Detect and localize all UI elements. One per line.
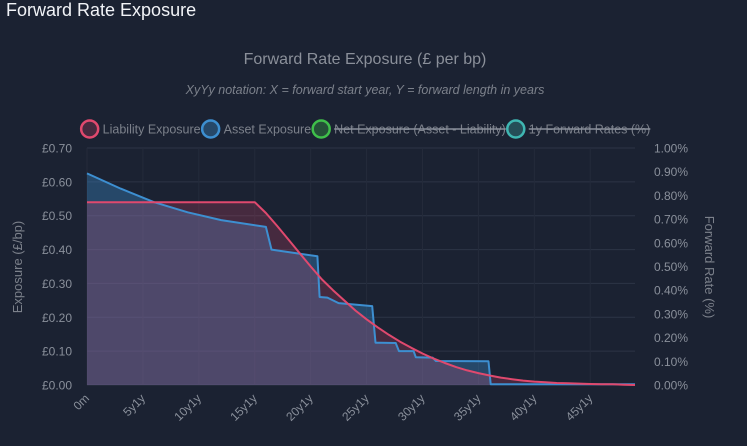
y2-tick-label: 0.80%	[654, 189, 688, 203]
x-tick-label: 20y1y	[283, 391, 316, 424]
chart-subtitle: XyYy notation: X = forward start year, Y…	[185, 83, 545, 97]
series-lines	[86, 172, 636, 386]
y2-tick-label: 1.00%	[654, 142, 688, 156]
y2-axis-title: Forward Rate (%)	[702, 216, 717, 319]
legend-swatch	[79, 119, 100, 139]
x-tick-label: 35y1y	[451, 391, 484, 424]
y-tick-label: £0.70	[42, 142, 72, 156]
legend-item[interactable]: 1y Forward Rates (%)	[506, 119, 651, 139]
y2-tick-label: 0.30%	[654, 307, 688, 321]
x-tick-label: 15y1y	[227, 391, 260, 424]
legend-label: Asset Exposure	[224, 123, 312, 137]
y2-tick-label: 0.70%	[654, 213, 688, 227]
series-areas	[87, 173, 635, 385]
x-tick-label: 10y1y	[171, 391, 204, 424]
y-tick-label: £0.00	[42, 379, 72, 393]
series-area	[87, 173, 635, 385]
y-tick-label: £0.60	[42, 175, 72, 189]
y-tick-label: £0.40	[42, 243, 72, 257]
grid-lines	[86, 147, 635, 386]
y-tick-label: £0.20	[42, 311, 72, 325]
panel-title: Forward Rate Exposure	[6, 0, 197, 20]
x-tick-label: 5y1y	[120, 391, 148, 419]
y2-tick-label: 0.10%	[654, 355, 688, 369]
x-tick-label: 30y1y	[395, 391, 428, 424]
legend-swatch	[311, 119, 331, 139]
legend-label: Liability Exposure	[103, 123, 201, 137]
x-tick-label: 40y1y	[507, 391, 540, 424]
y2-tick-label: 0.00%	[654, 379, 688, 393]
legend-swatch	[200, 119, 221, 139]
y2-axis-ticks: 0.00% 0.10% 0.20% 0.30% 0.40% 0.50% 0.60% 0.70%…	[654, 142, 688, 393]
x-axis-ticks: 0m 5y1y 10y1y 15y1y 20y1y 25y1y 30y1y 35y1y 40y1…	[70, 391, 595, 424]
y-axis-ticks: £0.00 £0.10 £0.20 £0.30 £0.40 £0.50 £0.60 £0.70	[42, 142, 72, 393]
y2-tick-label: 0.50%	[654, 260, 688, 274]
y-tick-label: £0.30	[42, 277, 72, 291]
series-area	[87, 202, 635, 385]
legend-swatch	[506, 119, 526, 139]
legend: Liability Exposure Asset Exposure Net Expo…	[79, 119, 651, 139]
x-tick-label: 45y1y	[563, 391, 596, 424]
y2-tick-label: 0.60%	[654, 236, 688, 250]
series-line	[87, 201, 636, 386]
x-tick-label: 25y1y	[339, 391, 372, 424]
y-axis-title: Exposure (£/bp)	[10, 221, 25, 314]
x-tick-label: 0m	[70, 391, 92, 413]
legend-item[interactable]: Asset Exposure	[200, 119, 312, 139]
legend-item[interactable]: Liability Exposure	[79, 119, 201, 139]
y-tick-label: £0.10	[42, 345, 72, 359]
y2-tick-label: 0.20%	[654, 331, 688, 345]
y-tick-label: £0.50	[42, 209, 72, 223]
legend-item[interactable]: Net Exposure (Asset - Liability)	[311, 119, 506, 139]
chart-title: Forward Rate Exposure (£ per bp)	[244, 51, 487, 68]
y2-tick-label: 0.40%	[654, 284, 688, 298]
y2-tick-label: 0.90%	[654, 165, 688, 179]
